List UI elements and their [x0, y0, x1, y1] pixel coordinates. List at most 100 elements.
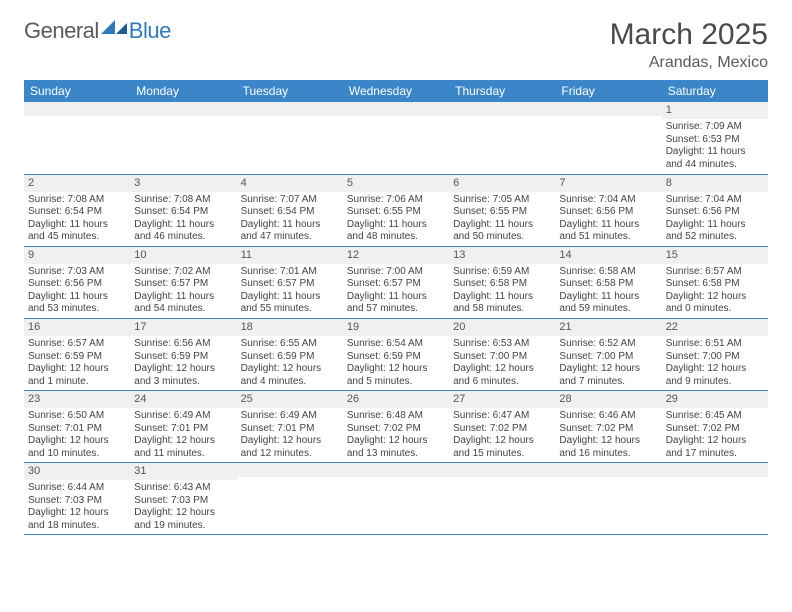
sunrise-text: Sunrise: 7:04 AM — [666, 194, 764, 207]
calendar-cell — [237, 102, 343, 174]
sunrise-text: Sunrise: 7:09 AM — [666, 121, 764, 134]
sunrise-text: Sunrise: 6:59 AM — [453, 266, 551, 279]
calendar-cell: 20Sunrise: 6:53 AMSunset: 7:00 PMDayligh… — [449, 318, 555, 390]
sunset-text: Sunset: 6:57 PM — [134, 278, 232, 291]
day-detail: Sunrise: 6:52 AMSunset: 7:00 PMDaylight:… — [555, 336, 661, 390]
day-detail: Sunrise: 6:46 AMSunset: 7:02 PMDaylight:… — [555, 408, 661, 462]
calendar-cell: 16Sunrise: 6:57 AMSunset: 6:59 PMDayligh… — [24, 318, 130, 390]
day-detail: Sunrise: 6:58 AMSunset: 6:58 PMDaylight:… — [555, 264, 661, 318]
day-detail: Sunrise: 7:05 AMSunset: 6:55 PMDaylight:… — [449, 192, 555, 246]
calendar-cell: 6Sunrise: 7:05 AMSunset: 6:55 PMDaylight… — [449, 174, 555, 246]
sunset-text: Sunset: 7:02 PM — [347, 423, 445, 436]
day-number — [662, 463, 768, 477]
day-detail: Sunrise: 6:57 AMSunset: 6:58 PMDaylight:… — [662, 264, 768, 318]
daylight-text: Daylight: 12 hours and 12 minutes. — [241, 435, 339, 460]
sunset-text: Sunset: 6:54 PM — [241, 206, 339, 219]
logo-text-blue: Blue — [129, 18, 171, 44]
day-number — [24, 102, 130, 116]
daylight-text: Daylight: 11 hours and 47 minutes. — [241, 219, 339, 244]
day-detail: Sunrise: 6:43 AMSunset: 7:03 PMDaylight:… — [130, 480, 236, 534]
calendar-cell — [662, 463, 768, 535]
day-number: 16 — [24, 319, 130, 336]
sunset-text: Sunset: 6:59 PM — [347, 351, 445, 364]
day-number: 28 — [555, 391, 661, 408]
calendar-cell: 8Sunrise: 7:04 AMSunset: 6:56 PMDaylight… — [662, 174, 768, 246]
day-detail: Sunrise: 6:54 AMSunset: 6:59 PMDaylight:… — [343, 336, 449, 390]
sunrise-text: Sunrise: 6:46 AM — [559, 410, 657, 423]
sunrise-text: Sunrise: 6:44 AM — [28, 482, 126, 495]
calendar-cell: 4Sunrise: 7:07 AMSunset: 6:54 PMDaylight… — [237, 174, 343, 246]
calendar-table: SundayMondayTuesdayWednesdayThursdayFrid… — [24, 80, 768, 535]
day-number: 8 — [662, 175, 768, 192]
day-number: 12 — [343, 247, 449, 264]
calendar-cell — [343, 102, 449, 174]
day-detail: Sunrise: 7:03 AMSunset: 6:56 PMDaylight:… — [24, 264, 130, 318]
sunrise-text: Sunrise: 6:58 AM — [559, 266, 657, 279]
day-number: 20 — [449, 319, 555, 336]
daylight-text: Daylight: 11 hours and 58 minutes. — [453, 291, 551, 316]
day-number: 11 — [237, 247, 343, 264]
month-title: March 2025 — [610, 18, 768, 52]
day-number: 1 — [662, 102, 768, 119]
day-detail: Sunrise: 6:50 AMSunset: 7:01 PMDaylight:… — [24, 408, 130, 462]
day-detail: Sunrise: 7:08 AMSunset: 6:54 PMDaylight:… — [130, 192, 236, 246]
calendar-cell — [449, 463, 555, 535]
calendar-cell: 9Sunrise: 7:03 AMSunset: 6:56 PMDaylight… — [24, 246, 130, 318]
calendar-cell: 22Sunrise: 6:51 AMSunset: 7:00 PMDayligh… — [662, 318, 768, 390]
sunrise-text: Sunrise: 6:56 AM — [134, 338, 232, 351]
sunset-text: Sunset: 7:01 PM — [241, 423, 339, 436]
sunset-text: Sunset: 7:02 PM — [559, 423, 657, 436]
day-detail: Sunrise: 7:02 AMSunset: 6:57 PMDaylight:… — [130, 264, 236, 318]
sunset-text: Sunset: 6:56 PM — [559, 206, 657, 219]
sunset-text: Sunset: 6:57 PM — [347, 278, 445, 291]
day-detail: Sunrise: 7:07 AMSunset: 6:54 PMDaylight:… — [237, 192, 343, 246]
calendar-week: 16Sunrise: 6:57 AMSunset: 6:59 PMDayligh… — [24, 318, 768, 390]
calendar-cell: 30Sunrise: 6:44 AMSunset: 7:03 PMDayligh… — [24, 463, 130, 535]
day-number — [237, 463, 343, 477]
day-detail: Sunrise: 7:04 AMSunset: 6:56 PMDaylight:… — [555, 192, 661, 246]
daylight-text: Daylight: 12 hours and 6 minutes. — [453, 363, 551, 388]
calendar-cell — [555, 102, 661, 174]
calendar-cell: 5Sunrise: 7:06 AMSunset: 6:55 PMDaylight… — [343, 174, 449, 246]
sunrise-text: Sunrise: 6:49 AM — [241, 410, 339, 423]
sunset-text: Sunset: 7:00 PM — [666, 351, 764, 364]
calendar-cell: 31Sunrise: 6:43 AMSunset: 7:03 PMDayligh… — [130, 463, 236, 535]
day-number: 21 — [555, 319, 661, 336]
sunset-text: Sunset: 6:58 PM — [666, 278, 764, 291]
calendar-week: 2Sunrise: 7:08 AMSunset: 6:54 PMDaylight… — [24, 174, 768, 246]
calendar-cell: 7Sunrise: 7:04 AMSunset: 6:56 PMDaylight… — [555, 174, 661, 246]
daylight-text: Daylight: 12 hours and 7 minutes. — [559, 363, 657, 388]
day-number: 2 — [24, 175, 130, 192]
daylight-text: Daylight: 12 hours and 5 minutes. — [347, 363, 445, 388]
calendar-week: 1Sunrise: 7:09 AMSunset: 6:53 PMDaylight… — [24, 102, 768, 174]
day-number: 31 — [130, 463, 236, 480]
sunset-text: Sunset: 6:59 PM — [241, 351, 339, 364]
day-header: Tuesday — [237, 80, 343, 102]
day-detail: Sunrise: 6:55 AMSunset: 6:59 PMDaylight:… — [237, 336, 343, 390]
sunset-text: Sunset: 7:00 PM — [453, 351, 551, 364]
calendar-cell: 18Sunrise: 6:55 AMSunset: 6:59 PMDayligh… — [237, 318, 343, 390]
day-detail: Sunrise: 6:53 AMSunset: 7:00 PMDaylight:… — [449, 336, 555, 390]
sunset-text: Sunset: 7:03 PM — [28, 495, 126, 508]
day-detail: Sunrise: 7:06 AMSunset: 6:55 PMDaylight:… — [343, 192, 449, 246]
daylight-text: Daylight: 11 hours and 52 minutes. — [666, 219, 764, 244]
day-detail: Sunrise: 6:48 AMSunset: 7:02 PMDaylight:… — [343, 408, 449, 462]
sunrise-text: Sunrise: 7:06 AM — [347, 194, 445, 207]
sunrise-text: Sunrise: 6:49 AM — [134, 410, 232, 423]
day-detail: Sunrise: 7:01 AMSunset: 6:57 PMDaylight:… — [237, 264, 343, 318]
sunset-text: Sunset: 7:02 PM — [453, 423, 551, 436]
day-number: 14 — [555, 247, 661, 264]
sunrise-text: Sunrise: 7:04 AM — [559, 194, 657, 207]
day-detail: Sunrise: 6:59 AMSunset: 6:58 PMDaylight:… — [449, 264, 555, 318]
day-number: 3 — [130, 175, 236, 192]
logo: General Blue — [24, 18, 171, 44]
calendar-week: 23Sunrise: 6:50 AMSunset: 7:01 PMDayligh… — [24, 391, 768, 463]
day-number: 13 — [449, 247, 555, 264]
daylight-text: Daylight: 12 hours and 1 minute. — [28, 363, 126, 388]
sunset-text: Sunset: 7:03 PM — [134, 495, 232, 508]
day-number: 10 — [130, 247, 236, 264]
day-number: 9 — [24, 247, 130, 264]
daylight-text: Daylight: 11 hours and 54 minutes. — [134, 291, 232, 316]
calendar-cell: 1Sunrise: 7:09 AMSunset: 6:53 PMDaylight… — [662, 102, 768, 174]
sunrise-text: Sunrise: 6:50 AM — [28, 410, 126, 423]
